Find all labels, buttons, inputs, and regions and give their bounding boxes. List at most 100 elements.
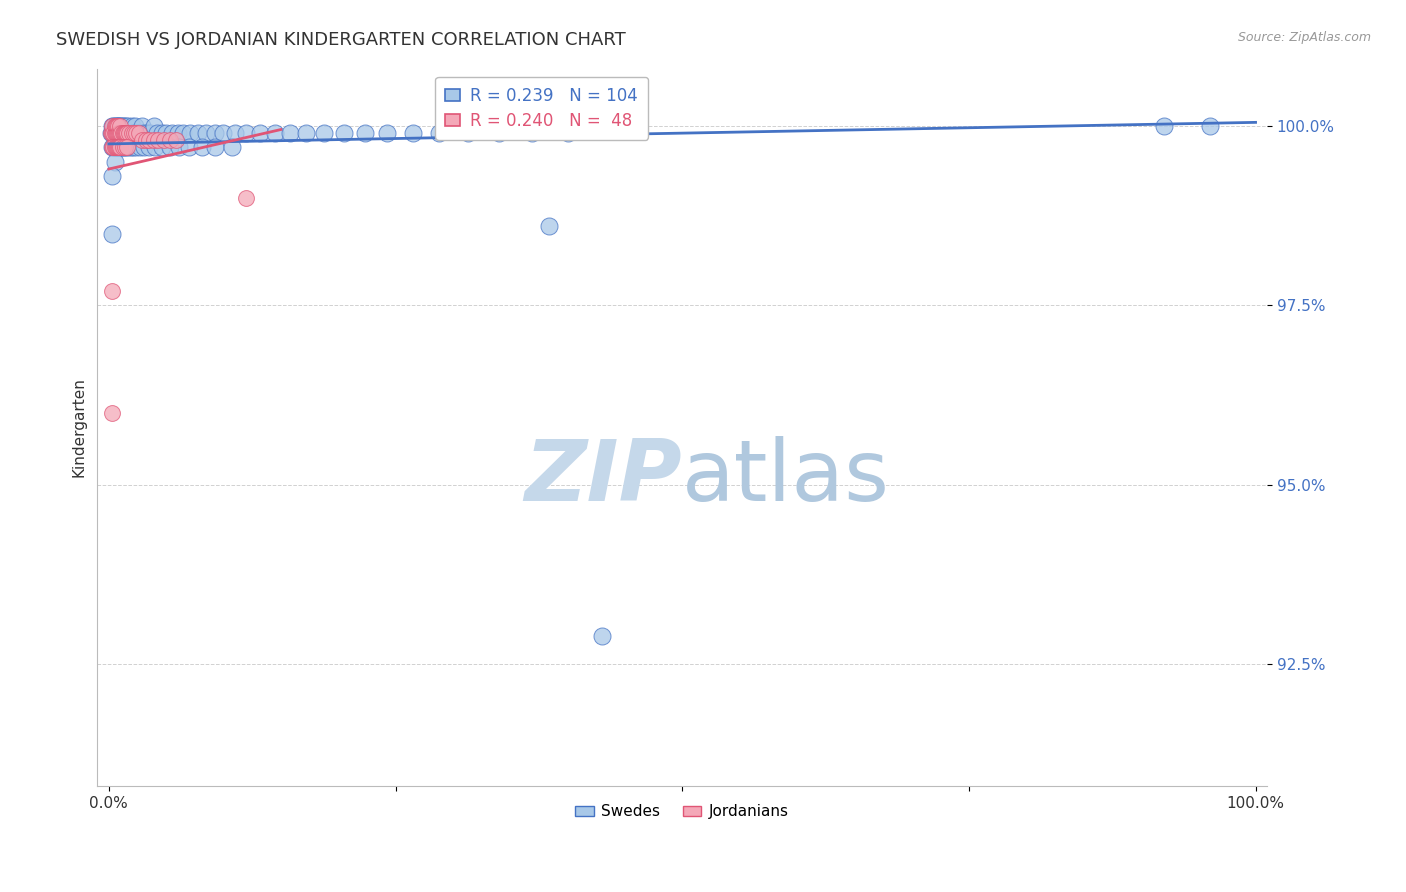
Point	[128, 126, 150, 140]
Point	[107, 140, 129, 154]
Point	[167, 140, 190, 154]
Point	[120, 126, 142, 140]
Point	[103, 154, 125, 169]
Point	[105, 119, 128, 133]
Point	[110, 119, 132, 133]
Text: atlas: atlas	[682, 436, 890, 519]
Point	[127, 126, 149, 140]
Point	[114, 126, 136, 140]
Point	[108, 140, 131, 154]
Point	[115, 140, 138, 154]
Point	[115, 140, 138, 154]
Point	[101, 119, 124, 133]
Point	[128, 126, 150, 140]
Point	[122, 126, 145, 140]
Point	[377, 126, 399, 140]
Point	[110, 140, 132, 154]
Point	[105, 140, 128, 154]
Point	[120, 140, 142, 154]
Point	[166, 133, 188, 147]
Point	[278, 126, 301, 140]
Point	[122, 126, 145, 140]
Point	[114, 126, 136, 140]
Point	[172, 126, 194, 140]
Point	[314, 126, 336, 140]
Point	[103, 140, 125, 154]
Point	[104, 126, 127, 140]
Point	[146, 133, 169, 147]
Point	[101, 169, 124, 184]
Point	[107, 119, 129, 133]
Point	[103, 140, 125, 154]
Point	[221, 140, 243, 154]
Point	[128, 140, 150, 154]
Point	[138, 133, 160, 147]
Point	[134, 140, 156, 154]
Point	[160, 126, 183, 140]
Point	[134, 126, 156, 140]
Legend: Swedes, Jordanians: Swedes, Jordanians	[569, 798, 796, 825]
Point	[101, 119, 124, 133]
Point	[114, 140, 136, 154]
Point	[110, 140, 132, 154]
Point	[112, 126, 135, 140]
Point	[117, 119, 139, 133]
Point	[353, 126, 375, 140]
Point	[112, 140, 135, 154]
Point	[264, 126, 287, 140]
Point	[101, 284, 124, 298]
Point	[118, 126, 141, 140]
Point	[103, 126, 125, 140]
Point	[110, 126, 132, 140]
Point	[101, 406, 124, 420]
Y-axis label: Kindergarten: Kindergarten	[72, 377, 86, 477]
Point	[224, 126, 246, 140]
Point	[143, 140, 166, 154]
Point	[103, 126, 125, 140]
Point	[1198, 119, 1220, 133]
Point	[134, 133, 156, 147]
Point	[105, 140, 128, 154]
Point	[125, 140, 148, 154]
Point	[101, 126, 124, 140]
Point	[1153, 119, 1175, 133]
Point	[112, 126, 135, 140]
Point	[111, 126, 134, 140]
Point	[125, 126, 148, 140]
Point	[204, 126, 226, 140]
Point	[131, 119, 153, 133]
Point	[135, 126, 157, 140]
Point	[110, 126, 132, 140]
Point	[103, 140, 125, 154]
Point	[110, 126, 132, 140]
Point	[100, 126, 122, 140]
Point	[124, 119, 146, 133]
Point	[402, 126, 425, 140]
Point	[103, 126, 125, 140]
Point	[108, 140, 131, 154]
Point	[122, 140, 145, 154]
Point	[333, 126, 356, 140]
Point	[111, 119, 134, 133]
Point	[104, 119, 127, 133]
Point	[538, 219, 561, 234]
Point	[103, 119, 125, 133]
Point	[591, 629, 613, 643]
Point	[107, 140, 129, 154]
Point	[150, 140, 173, 154]
Point	[103, 140, 125, 154]
Point	[111, 140, 134, 154]
Point	[101, 140, 124, 154]
Point	[115, 126, 138, 140]
Point	[235, 126, 257, 140]
Point	[101, 140, 124, 154]
Point	[115, 126, 138, 140]
Point	[110, 140, 132, 154]
Point	[212, 126, 235, 140]
Point	[187, 126, 209, 140]
Point	[108, 126, 131, 140]
Point	[103, 119, 125, 133]
Point	[166, 126, 188, 140]
Point	[138, 140, 160, 154]
Point	[457, 126, 479, 140]
